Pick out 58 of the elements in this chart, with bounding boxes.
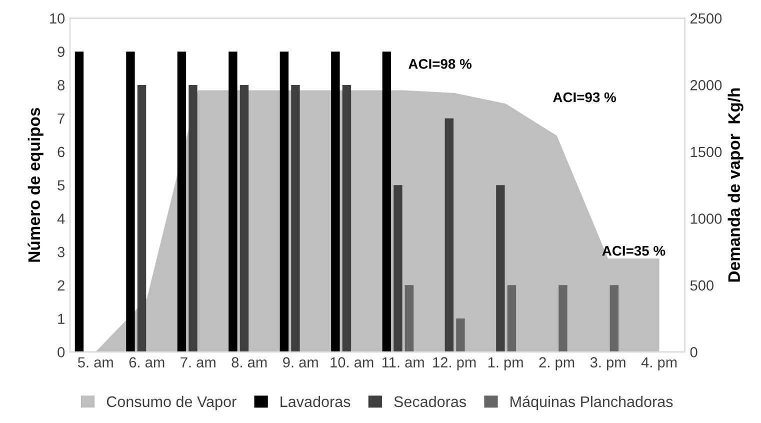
legend-label: Consumo de Vapor: [106, 396, 236, 410]
x-tick-label: 8. am: [232, 357, 267, 368]
y2-tick-label: 1500: [690, 146, 722, 158]
bar: [496, 185, 505, 352]
y-tick-label: 0: [58, 347, 65, 358]
y-tick-label: 6: [58, 146, 65, 158]
y-tick-label: 7: [58, 114, 64, 124]
y2-tick-label: 0: [690, 347, 698, 358]
bar: [342, 84, 352, 352]
legend-label: Lavadoras: [280, 396, 350, 408]
bar: [291, 84, 300, 352]
x-tick-label: 9. am: [283, 357, 318, 368]
y-tick-label: 9: [58, 46, 64, 57]
y2-tick-label: 500: [690, 280, 714, 291]
y-tick-label: 2: [58, 280, 64, 290]
bar: [382, 52, 392, 352]
x-tick-label: 1. pm: [488, 357, 523, 370]
bar: [404, 285, 414, 352]
bar: [137, 84, 146, 352]
bar: [507, 285, 516, 352]
y-tick-label: 5: [58, 180, 65, 190]
bar: [558, 285, 568, 352]
x-tick-label: 6. am: [129, 357, 164, 368]
bar: [331, 52, 340, 352]
bar: [228, 52, 238, 352]
x-tick-label: 3. pm: [590, 357, 626, 370]
x-tick-label: 2. pm: [539, 357, 574, 370]
bar: [456, 318, 465, 352]
y2-tick-label: 2500: [690, 13, 722, 24]
y-tick-label: 8: [58, 80, 65, 90]
y2-tick-label: 2000: [690, 80, 722, 90]
y-tick-label: 3: [58, 246, 65, 258]
y-tick-label: 10: [50, 13, 65, 24]
bar: [610, 285, 619, 352]
x-tick-label: 7. am: [180, 357, 216, 368]
bar: [280, 52, 289, 352]
bar: [394, 185, 402, 352]
bar: [444, 118, 454, 352]
bar: [74, 52, 84, 352]
x-tick-label: 10. am: [330, 357, 374, 368]
x-tick-label: 4. pm: [641, 357, 677, 370]
bar: [188, 84, 198, 352]
bar: [126, 52, 135, 352]
y2-tick-label: 1000: [690, 214, 722, 224]
legend-label: Secadoras: [394, 396, 466, 408]
bar: [240, 84, 249, 352]
bar: [177, 52, 186, 352]
x-tick-label: 5. am: [78, 357, 113, 368]
legend-label: Máquinas Planchadoras: [510, 396, 673, 410]
x-tick-label: 11. am: [382, 357, 424, 368]
annotation: ACI=35 %: [602, 246, 666, 256]
annotation: ACI=98 %: [408, 59, 472, 69]
y-tick-label: 1: [58, 314, 64, 324]
y-axis-title: Número de equipos: [28, 108, 44, 262]
x-tick-label: 12. pm: [433, 357, 476, 370]
y-tick-label: 4: [57, 214, 65, 224]
annotation: ACI=93 %: [553, 92, 616, 102]
y2-axis-title: Demanda de vapor Kg/h: [728, 88, 744, 282]
